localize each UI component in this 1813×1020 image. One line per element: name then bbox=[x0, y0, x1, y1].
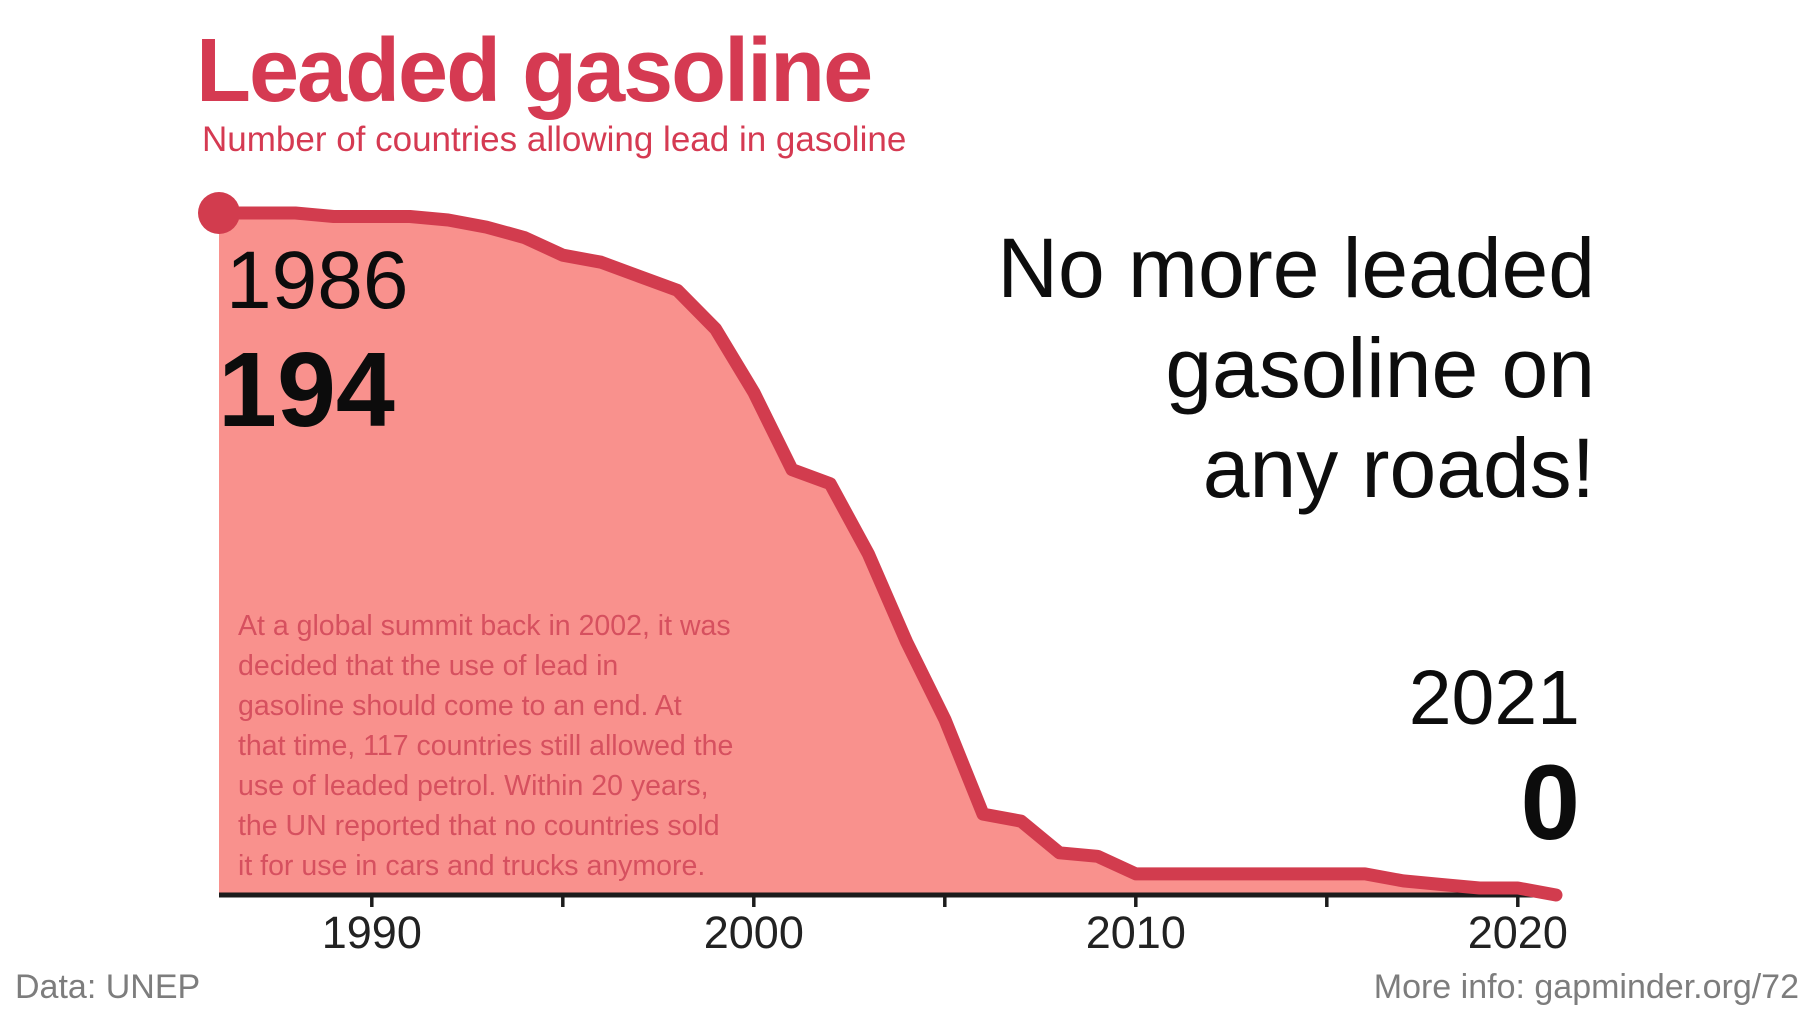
end-year-label: 2021 bbox=[1408, 655, 1580, 741]
x-axis-tick-label: 2020 bbox=[1468, 907, 1568, 958]
x-axis-tick-label: 2000 bbox=[704, 907, 804, 958]
data-source-note: Data: UNEP bbox=[15, 968, 201, 1006]
annotation-paragraph: At a global summit back in 2002, it was … bbox=[238, 610, 734, 882]
callout-text: No more leaded gasoline on any roads! bbox=[997, 221, 1595, 515]
trend-line bbox=[212, 206, 1563, 902]
page-title: Leaded gasoline bbox=[196, 21, 873, 121]
x-axis-tick-label: 2010 bbox=[1086, 907, 1186, 958]
end-value-label: 0 bbox=[1520, 742, 1580, 862]
page-subtitle: Number of countries allowing lead in gas… bbox=[202, 120, 907, 159]
start-year-label: 1986 bbox=[226, 235, 409, 326]
x-axis-tick-label: 1990 bbox=[322, 907, 422, 958]
more-info-note: More info: gapminder.org/72 bbox=[1373, 968, 1799, 1006]
area-fill bbox=[219, 213, 1556, 895]
start-value-label: 194 bbox=[218, 331, 395, 449]
start-point-marker bbox=[198, 192, 240, 234]
